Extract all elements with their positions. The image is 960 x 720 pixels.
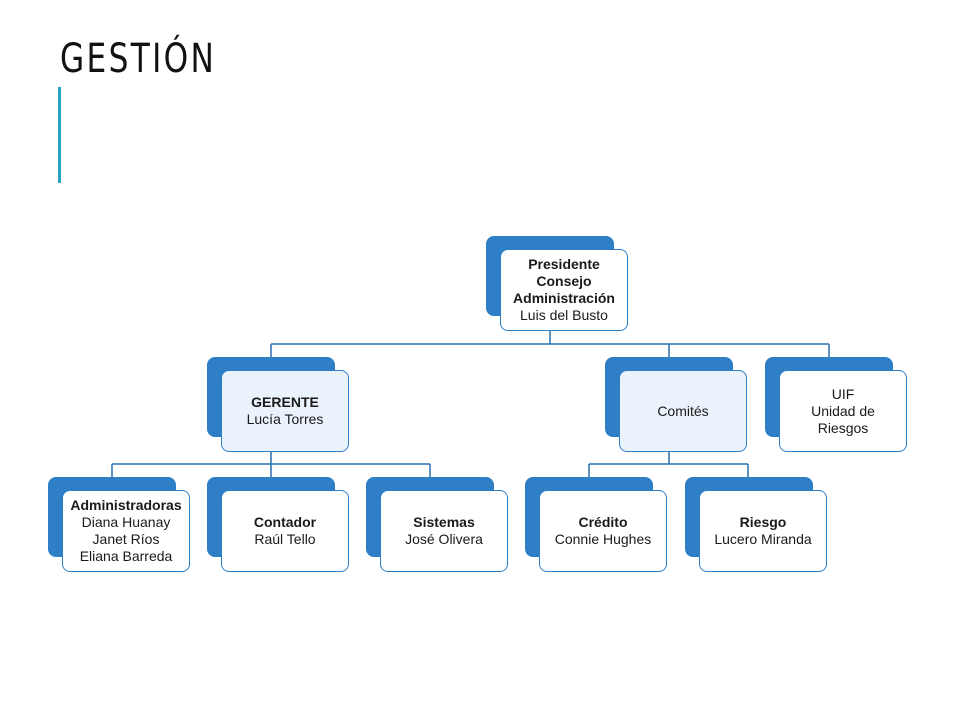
node-card: Administradoras Diana Huanay Janet Ríos Eli…	[62, 490, 190, 572]
node-role-line: Crédito	[578, 514, 628, 530]
node-card: Riesgo Lucero Miranda	[699, 490, 827, 572]
node-name-line: Riesgos	[817, 419, 869, 436]
node-role-line: GERENTE	[251, 394, 319, 410]
node-role-line: Administración	[513, 290, 615, 306]
node-name-line: UIF	[831, 385, 855, 402]
node-name-line: Luis del Busto	[520, 307, 608, 323]
node-card: UIF Unidad de Riesgos	[779, 370, 907, 452]
node-name-line: Connie Hughes	[554, 531, 652, 547]
node-name-line: Comités	[657, 402, 709, 419]
slide-title: GESTIÓN	[60, 36, 217, 82]
node-role-line: Presidente	[528, 256, 600, 272]
node-card: Comités	[619, 370, 747, 452]
node-card: Contador Raúl Tello	[221, 490, 349, 572]
node-card: Presidente Consejo Administración Luis del …	[500, 249, 628, 331]
node-card: Sistemas José Olivera	[380, 490, 508, 572]
node-name-line: Unidad de	[811, 402, 875, 419]
node-name-line: Lucero Miranda	[714, 531, 812, 547]
node-name-line: José Olivera	[405, 531, 483, 547]
node-name-line: Janet Ríos	[92, 531, 160, 547]
node-name-line: Raúl Tello	[254, 531, 316, 547]
node-name-line: Lucía Torres	[246, 411, 324, 427]
node-name-line: Eliana Barreda	[79, 548, 173, 564]
node-role-line: Sistemas	[413, 514, 475, 530]
node-name-line: Diana Huanay	[81, 514, 171, 530]
node-role-line: Contador	[253, 514, 317, 530]
node-role-line: Consejo	[536, 273, 592, 289]
node-card: GERENTE Lucía Torres	[221, 370, 349, 452]
title-accent-bar	[58, 87, 61, 183]
node-role-line: Administradoras	[70, 497, 182, 513]
node-role-line: Riesgo	[739, 514, 787, 530]
node-card: Crédito Connie Hughes	[539, 490, 667, 572]
